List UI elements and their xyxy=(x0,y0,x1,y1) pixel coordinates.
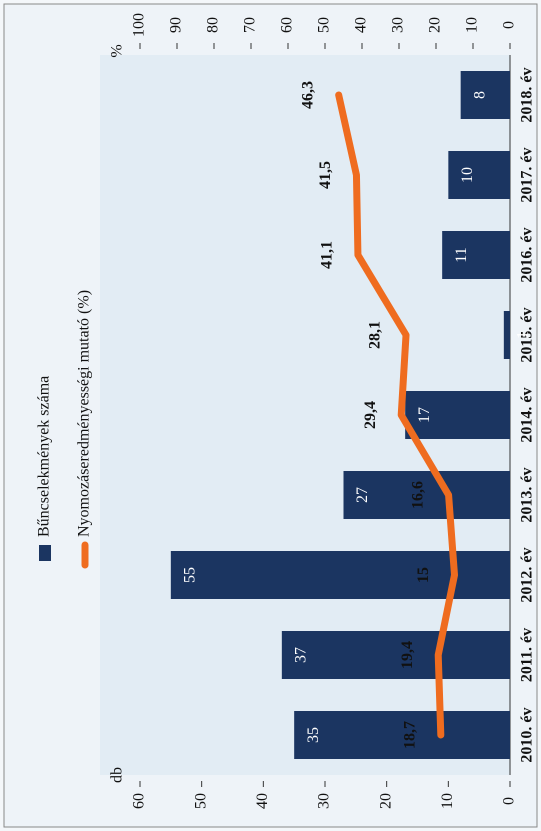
line-value-label: 28,1 xyxy=(367,321,384,349)
line-value-label: 46,3 xyxy=(299,81,316,109)
bar xyxy=(503,311,511,359)
bar xyxy=(442,231,510,279)
y2-axis-title: % xyxy=(109,44,126,57)
bar-value-label: 8 xyxy=(471,91,488,99)
line-value-label: 41,5 xyxy=(317,161,334,189)
x-tick-label: 2013. év xyxy=(519,467,536,522)
bar-value-label: 35 xyxy=(305,727,322,743)
legend-swatch xyxy=(39,545,51,561)
bar xyxy=(460,71,510,119)
bar xyxy=(294,711,510,759)
y2-tick-label: 70 xyxy=(242,17,259,33)
y-tick-label: 20 xyxy=(377,793,394,809)
x-tick-label: 2017. év xyxy=(519,147,536,202)
bar-value-label: 11 xyxy=(453,247,470,262)
y2-tick-label: 90 xyxy=(168,17,185,33)
y2-tick-label: 20 xyxy=(427,17,444,33)
line-value-label: 15 xyxy=(415,567,432,583)
x-tick-label: 2015. év xyxy=(519,307,536,362)
y2-tick-label: 10 xyxy=(464,17,481,33)
bar-value-label: 1 xyxy=(515,331,532,339)
bar xyxy=(448,151,511,199)
y-tick-label: 10 xyxy=(439,793,456,809)
y-tick-label: 30 xyxy=(316,793,333,809)
x-tick-label: 2016. év xyxy=(519,227,536,282)
legend-label: Bűncselekmények száma xyxy=(36,376,53,537)
y-axis-title: db xyxy=(109,767,126,783)
bar xyxy=(405,391,510,439)
x-tick-label: 2014. év xyxy=(519,387,536,442)
y2-tick-label: 30 xyxy=(390,17,407,33)
y2-tick-label: 80 xyxy=(205,17,222,33)
y2-tick-label: 100 xyxy=(131,13,148,37)
line-value-label: 29,4 xyxy=(362,401,379,429)
bar-value-label: 27 xyxy=(354,487,371,503)
bar-value-label: 55 xyxy=(182,567,199,583)
y-tick-label: 60 xyxy=(131,793,148,809)
line xyxy=(335,91,458,739)
x-tick-label: 2010. év xyxy=(519,707,536,762)
bar-value-label: 17 xyxy=(416,407,433,423)
bar xyxy=(343,471,510,519)
y2-tick-label: 50 xyxy=(316,17,333,33)
x-tick-label: 2012. év xyxy=(519,547,536,602)
y-tick-label: 40 xyxy=(254,793,271,809)
line-value-label: 41,1 xyxy=(319,241,336,269)
x-tick-label: 2018. év xyxy=(519,67,536,122)
y-tick-label: 50 xyxy=(192,793,209,809)
y2-tick-label: 0 xyxy=(501,21,518,29)
x-tick-label: 2011. év xyxy=(519,628,536,682)
line-value-label: 16,6 xyxy=(409,481,426,509)
bar xyxy=(170,551,510,599)
y2-tick-label: 60 xyxy=(279,17,296,33)
bar xyxy=(281,631,511,679)
legend-label: Nyomozáseredményességi mutató (%) xyxy=(76,290,93,537)
bar-value-label: 10 xyxy=(459,167,476,183)
y2-tick-label: 40 xyxy=(353,17,370,33)
y-tick-label: 0 xyxy=(501,797,518,805)
bar-value-label: 37 xyxy=(293,647,310,663)
line-value-label: 19,4 xyxy=(399,641,416,669)
line-value-label: 18,7 xyxy=(401,721,418,749)
